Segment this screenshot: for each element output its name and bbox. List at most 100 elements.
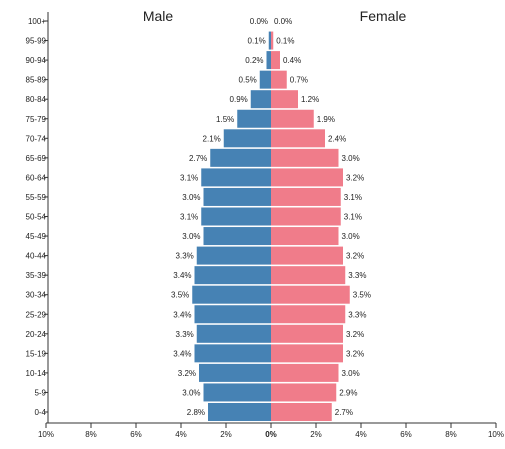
female-bar (271, 187, 341, 206)
male-bar (223, 129, 271, 148)
male-value-label: 3.4% (173, 271, 191, 280)
male-bar (194, 344, 271, 363)
female-bar (271, 227, 339, 246)
female-bar (271, 90, 298, 109)
male-bar (266, 51, 271, 70)
female-value-label: 3.0% (342, 154, 360, 163)
male-bar (201, 207, 271, 226)
age-group-label: 20-24 (26, 330, 47, 339)
female-value-label: 2.7% (335, 408, 353, 417)
x-tick-label: 10% (488, 430, 504, 439)
female-bar (271, 168, 343, 187)
axes-group: 10% 8% 6% 4% 2% 0% 2% 4% 6% 8% 10% (38, 12, 504, 439)
age-group-label: 65-69 (26, 154, 47, 163)
male-value-label: 3.0% (182, 388, 200, 397)
female-value-label: 3.3% (348, 310, 366, 319)
male-value-label: 3.3% (176, 252, 194, 261)
female-bar (271, 344, 343, 363)
male-bar (196, 324, 271, 343)
age-group-label: 70-74 (26, 134, 47, 143)
age-group-label: 50-54 (26, 213, 47, 222)
female-bar (271, 305, 346, 324)
age-group-label: 90-94 (26, 56, 47, 65)
female-title: Female (360, 8, 407, 24)
male-title: Male (143, 8, 174, 24)
female-value-label: 3.5% (353, 291, 371, 300)
x-tick-label: 6% (400, 430, 412, 439)
female-bar (271, 51, 280, 70)
age-group-label: 0-4 (34, 408, 46, 417)
male-value-label: 0.2% (245, 56, 263, 65)
female-bar (271, 383, 337, 402)
female-value-label: 2.4% (328, 134, 346, 143)
x-tick-label: 2% (220, 430, 232, 439)
age-group-label: 80-84 (26, 95, 47, 104)
female-value-label: 3.2% (346, 173, 364, 182)
female-bar (271, 324, 343, 343)
age-group-label: 35-39 (26, 271, 47, 280)
male-bar (237, 109, 271, 128)
x-tick-label: 4% (175, 430, 187, 439)
x-tick-label: 0% (265, 430, 277, 439)
female-bar (271, 129, 325, 148)
age-group-label: 85-89 (26, 76, 47, 85)
female-value-label: 1.9% (317, 115, 335, 124)
female-bar (271, 148, 339, 167)
x-tick-label: 8% (445, 430, 457, 439)
female-value-label: 0.7% (290, 76, 308, 85)
female-bar (271, 403, 332, 421)
male-value-label: 0.9% (230, 95, 248, 104)
female-bar (271, 207, 341, 226)
female-value-label: 0.4% (283, 56, 301, 65)
age-group-label: 40-44 (26, 252, 47, 261)
male-value-label: 0.0% (250, 17, 268, 26)
x-tick-label: 10% (38, 430, 54, 439)
female-bar (271, 285, 350, 304)
age-group-label: 15-19 (26, 349, 47, 358)
male-bar (199, 363, 271, 382)
male-bar (203, 187, 271, 206)
male-bar (196, 246, 271, 265)
male-value-label: 2.7% (189, 154, 207, 163)
male-value-label: 3.1% (180, 213, 198, 222)
x-tick-label: 8% (85, 430, 97, 439)
female-value-label: 0.0% (274, 17, 292, 26)
female-bar (271, 266, 346, 285)
male-value-label: 3.0% (182, 232, 200, 241)
male-value-label: 2.8% (187, 408, 205, 417)
age-group-label: 30-34 (26, 291, 47, 300)
female-bar (271, 70, 287, 89)
female-value-label: 1.2% (301, 95, 319, 104)
male-bar (268, 31, 271, 50)
male-bar (194, 266, 271, 285)
male-bar (194, 305, 271, 324)
female-value-label: 3.1% (344, 193, 362, 202)
age-group-label: 10-14 (26, 369, 47, 378)
male-bar (210, 148, 271, 167)
male-bar (201, 168, 271, 187)
female-bar (271, 31, 274, 50)
female-bar (271, 246, 343, 265)
male-value-label: 0.5% (239, 76, 257, 85)
female-value-label: 3.0% (342, 369, 360, 378)
age-group-label: 45-49 (26, 232, 47, 241)
age-labels-group: 100+ 95-99 90-94 85-89 80-84 75-79 70-74 65-69 6… (26, 17, 47, 417)
male-value-label: 3.4% (173, 349, 191, 358)
age-group-label: 55-59 (26, 193, 47, 202)
female-value-label: 3.2% (346, 330, 364, 339)
age-group-label: 75-79 (26, 115, 47, 124)
male-bar (208, 403, 271, 421)
age-group-label: 5-9 (34, 388, 46, 397)
x-tick-label: 4% (355, 430, 367, 439)
male-value-label: 3.0% (182, 193, 200, 202)
female-value-label: 3.2% (346, 349, 364, 358)
male-value-label: 1.5% (216, 115, 234, 124)
x-tick-label: 6% (130, 430, 142, 439)
age-group-label: 60-64 (26, 173, 47, 182)
x-tick-label: 2% (310, 430, 322, 439)
male-value-label: 0.1% (248, 37, 266, 46)
male-bar (250, 90, 271, 109)
male-value-label: 2.1% (203, 134, 221, 143)
female-value-label: 0.1% (276, 37, 294, 46)
male-value-label: 3.1% (180, 173, 198, 182)
